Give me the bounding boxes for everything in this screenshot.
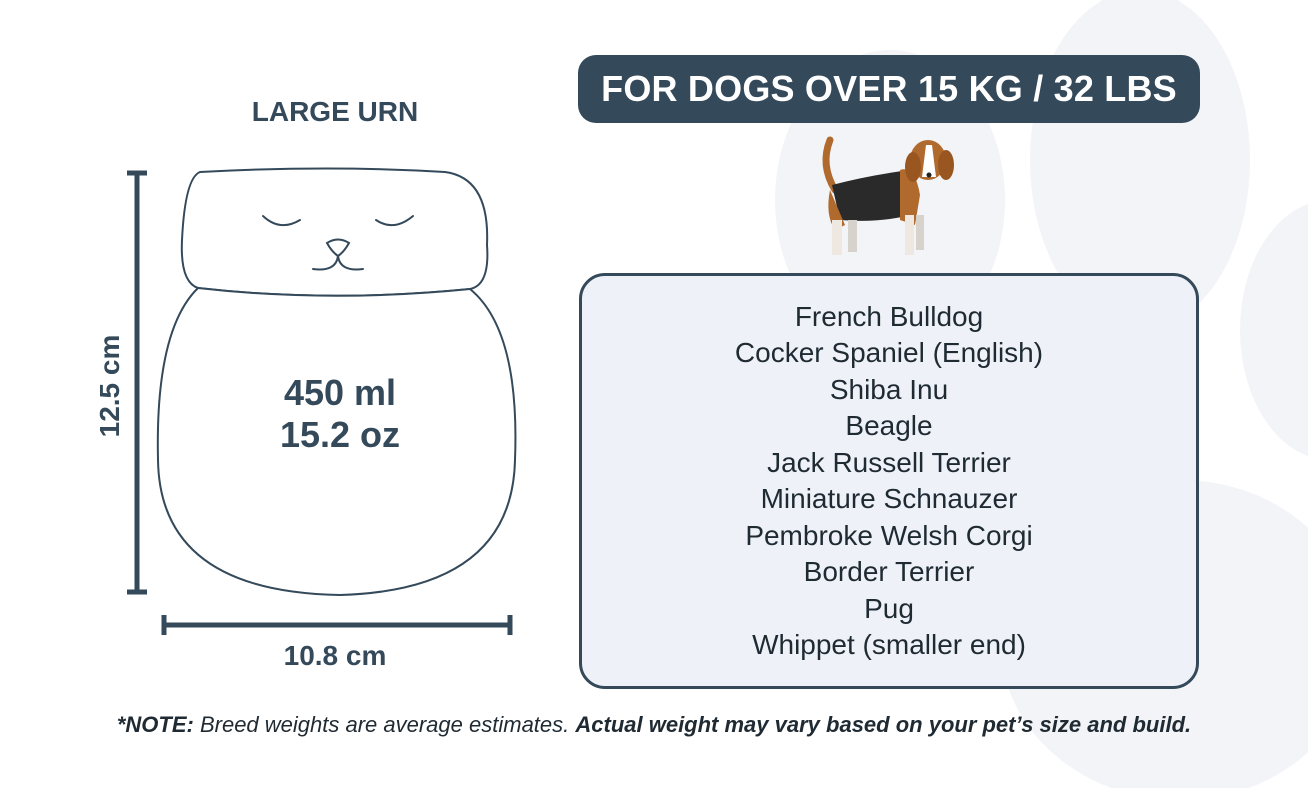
breed-item: Miniature Schnauzer bbox=[760, 483, 1018, 514]
breed-item: Border Terrier bbox=[803, 556, 975, 587]
cat-urn-outline bbox=[127, 167, 517, 635]
width-dimension-line bbox=[161, 615, 513, 635]
breed-item: Beagle bbox=[845, 410, 933, 441]
cat-face bbox=[262, 215, 414, 271]
capacity-ml: 450 ml bbox=[283, 372, 397, 413]
weight-badge: FOR DOGS OVER 15 KG / 32 LBS bbox=[578, 55, 1200, 123]
width-label: 10.8 cm bbox=[283, 640, 387, 671]
disclaimer-note: *NOTE: Breed weights are average estimat… bbox=[0, 712, 1308, 738]
breed-item: Pembroke Welsh Corgi bbox=[745, 519, 1033, 551]
breed-item: Shiba Inu bbox=[829, 373, 949, 405]
breed-item: Jack Russell Terrier bbox=[767, 446, 1011, 478]
breed-list: French Bulldog Cocker Spaniel (English) … bbox=[579, 273, 1199, 689]
height-dimension-line bbox=[127, 170, 147, 595]
breed-item: Cocker Spaniel (English) bbox=[734, 337, 1044, 368]
urn-title: LARGE URN bbox=[251, 96, 419, 127]
breed-item: Whippet (smaller end) bbox=[752, 629, 1026, 660]
urn-capacity: 450 ml 15.2 oz bbox=[230, 372, 450, 456]
height-label: 12.5 cm bbox=[94, 334, 125, 438]
beagle-illustration bbox=[822, 136, 954, 255]
note-prefix: *NOTE: bbox=[116, 712, 194, 737]
breed-item: French Bulldog bbox=[794, 300, 984, 332]
capacity-oz: 15.2 oz bbox=[279, 414, 401, 455]
breed-item: Pug bbox=[864, 592, 914, 624]
note-emphasis: Actual weight may vary based on your pet… bbox=[575, 712, 1192, 737]
note-text: Breed weights are average estimates. bbox=[193, 712, 576, 737]
